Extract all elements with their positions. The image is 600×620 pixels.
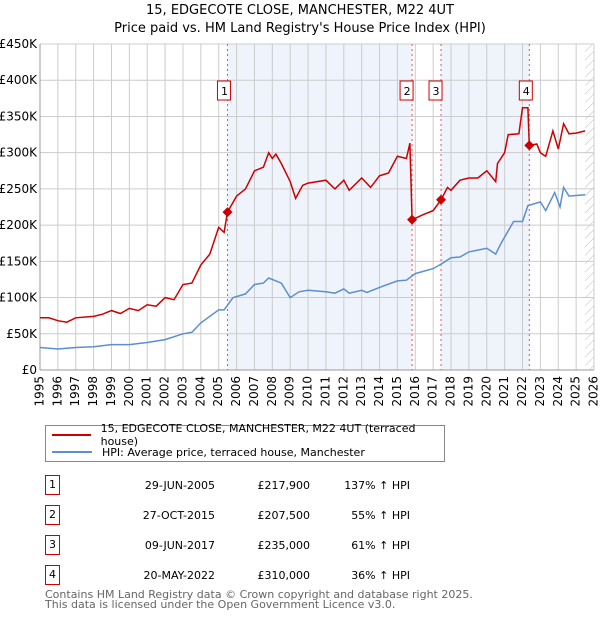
- hpi-line: [39, 185, 586, 350]
- table-row: 1 29-JUN-2005 £217,900 137% ↑ HPI: [45, 475, 445, 499]
- y-tick-label: £350K: [0, 109, 38, 123]
- x-tick-label: 2005: [211, 376, 225, 407]
- legend-swatch-property: [52, 434, 91, 436]
- y-tick-label: £200K: [0, 218, 38, 232]
- sale-number-badge: 1: [45, 475, 60, 495]
- property-price-line: [40, 107, 586, 323]
- sale-hpi-change: 36% ↑ HPI: [351, 569, 410, 582]
- table-row: 3 09-JUN-2017 £235,000 61% ↑ HPI: [45, 535, 445, 559]
- x-tick-label: 2012: [336, 376, 350, 407]
- sale-hpi-change: 137% ↑ HPI: [344, 479, 410, 492]
- y-tick-label: £50K: [6, 327, 38, 341]
- sale-label-box: [216, 80, 231, 101]
- x-tick-label: 2000: [122, 376, 136, 407]
- y-tick-label: £450K: [0, 37, 38, 51]
- sale-label-box: [428, 80, 443, 101]
- x-tick-label: 1996: [50, 376, 64, 407]
- table-row: 2 27-OCT-2015 £207,500 55% ↑ HPI: [45, 505, 445, 529]
- sale-date: 20-MAY-2022: [143, 569, 215, 582]
- x-tick-label: 2021: [497, 376, 511, 407]
- footer-licence: This data is licensed under the Open Gov…: [45, 598, 396, 611]
- sale-label-box: [518, 80, 533, 101]
- sale-label: 4: [523, 85, 530, 98]
- x-tick-label: 2016: [408, 376, 422, 407]
- x-tick-label: 2010: [301, 376, 315, 407]
- x-tick-label: 2001: [140, 376, 154, 407]
- x-tick-label: 2007: [247, 376, 261, 407]
- sale-point: [407, 214, 418, 225]
- sale-label-box: [399, 80, 414, 101]
- sale-number-badge: 2: [45, 505, 60, 525]
- x-tick-label: 2020: [479, 376, 493, 407]
- x-tick-label: 2024: [551, 376, 565, 407]
- sale-price: £235,000: [257, 539, 311, 552]
- x-tick-label: 2003: [175, 376, 189, 407]
- x-tick-label: 2019: [461, 376, 475, 407]
- shaded-period: [441, 44, 530, 370]
- y-tick-label: £250K: [0, 182, 38, 196]
- legend-item-property: 15, EDGECOTE CLOSE, MANCHESTER, M22 4UT …: [46, 422, 444, 448]
- legend: 15, EDGECOTE CLOSE, MANCHESTER, M22 4UT …: [45, 422, 445, 462]
- x-tick-label: 2013: [354, 376, 368, 407]
- x-tick-label: 2015: [390, 376, 404, 407]
- sale-price: £207,500: [257, 509, 311, 522]
- sale-hpi-change: 55% ↑ HPI: [351, 509, 410, 522]
- line-chart: 1995 1996 1997 1998 1999 2000 2001 2002 2003 2004…: [0, 37, 600, 407]
- y-tick-label: £400K: [0, 73, 38, 87]
- sale-label: 1: [221, 85, 228, 98]
- chart-subtitle: Price paid vs. HM Land Registry's House …: [114, 21, 486, 36]
- sale-label: 2: [404, 85, 411, 98]
- sale-number-badge: 4: [45, 565, 60, 585]
- y-tick-label: £300K: [0, 146, 38, 160]
- legend-label-hpi: HPI: Average price, terraced house, Manc…: [102, 445, 365, 459]
- sale-price: £217,900: [257, 479, 311, 492]
- x-tick-label: 1997: [68, 376, 82, 407]
- x-tick-label: 2004: [193, 376, 207, 407]
- sale-date: 09-JUN-2017: [144, 539, 215, 552]
- y-tick-label: £100K: [0, 291, 38, 305]
- x-tick-label: 2014: [372, 376, 386, 407]
- x-tick-label: 2006: [229, 376, 243, 407]
- x-tick-label: 2017: [426, 376, 440, 407]
- sale-label: 3: [433, 85, 440, 98]
- x-tick-label: 1999: [104, 376, 118, 407]
- x-tick-label: 2023: [533, 376, 547, 407]
- legend-label-property: 15, EDGECOTE CLOSE, MANCHESTER, M22 4UT …: [100, 422, 416, 448]
- x-tick-label: 2025: [569, 376, 583, 407]
- sale-point: [524, 140, 535, 151]
- forecast-hatch: [585, 44, 594, 370]
- chart-title: 15, EDGECOTE CLOSE, MANCHESTER, M22 4UT: [146, 3, 454, 18]
- x-tick-label: 1998: [86, 376, 100, 407]
- x-tick-label: 2009: [283, 376, 297, 407]
- y-tick-label: £150K: [0, 254, 38, 268]
- x-tick-label: 2002: [158, 376, 172, 407]
- x-tick-label: 2008: [265, 376, 279, 407]
- table-row: 4 20-MAY-2022 £310,000 36% ↑ HPI: [45, 565, 445, 589]
- y-tick-label: £0: [22, 363, 37, 377]
- sale-date: 27-OCT-2015: [142, 509, 215, 522]
- legend-item-hpi: HPI: Average price, terraced house, Manc…: [46, 444, 365, 460]
- shaded-period: [227, 44, 413, 370]
- sale-point: [222, 207, 233, 218]
- footer-copyright: Contains HM Land Registry data © Crown c…: [45, 588, 473, 601]
- legend-swatch-hpi: [52, 451, 92, 453]
- sale-point: [436, 194, 447, 205]
- x-tick-label: 2011: [318, 376, 332, 407]
- x-tick-label: 2022: [515, 376, 529, 407]
- x-tick-label: 2018: [444, 376, 458, 407]
- sale-hpi-change: 61% ↑ HPI: [351, 539, 410, 552]
- x-tick-label: 1995: [33, 376, 47, 407]
- x-tick-label: 2026: [587, 376, 600, 407]
- sale-price: £310,000: [257, 569, 311, 582]
- sale-date: 29-JUN-2005: [144, 479, 215, 492]
- sale-number-badge: 3: [45, 535, 60, 555]
